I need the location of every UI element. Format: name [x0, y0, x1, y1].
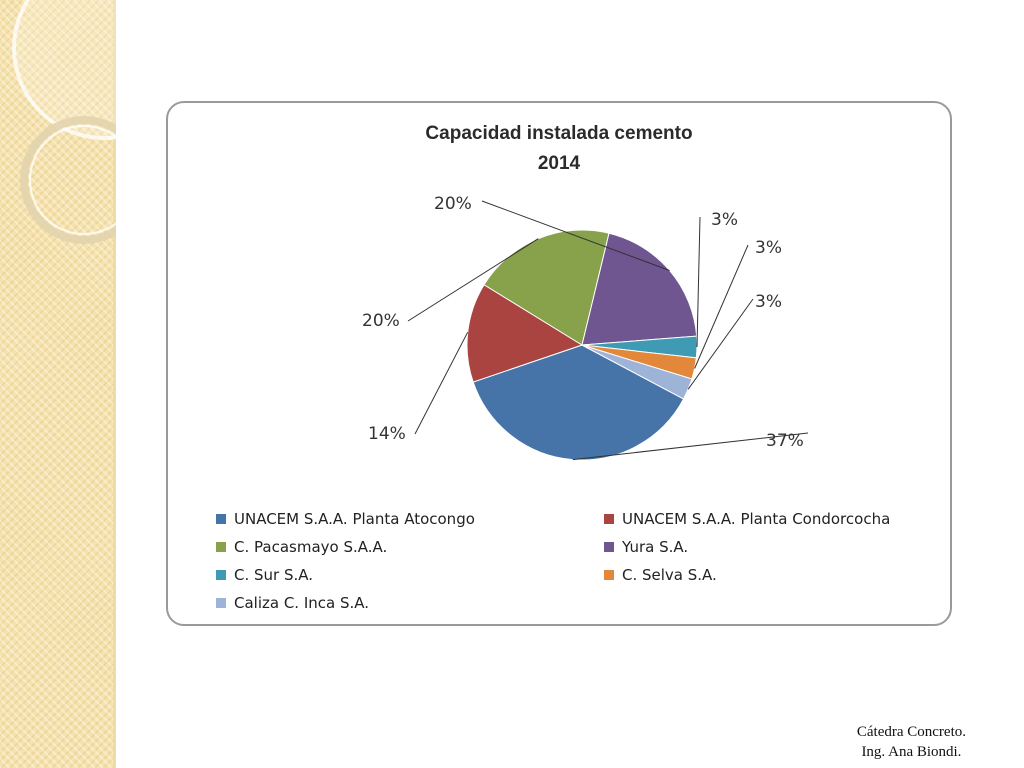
- legend-swatch: [216, 598, 226, 608]
- legend-label: C. Selva S.A.: [622, 566, 717, 584]
- slide-footer: Cátedra Concreto. Ing. Ana Biondi.: [857, 722, 966, 762]
- legend-item-c-pacasmayo-s-a-a: C. Pacasmayo S.A.A.: [216, 536, 604, 558]
- leader-line-c-selva-s-a: [694, 244, 749, 369]
- leader-line-unacem-s-a-a-planta-atocongo: [572, 432, 809, 461]
- leader-line-caliza-c-inca-s-a: [687, 298, 754, 390]
- chart-legend: UNACEM S.A.A. Planta Atocongo UNACEM S.A.…: [216, 508, 936, 614]
- footer-course: Cátedra Concreto.: [856, 724, 966, 740]
- chart-frame: Capacidad instalada cemento 2014 37% 14% 2…: [166, 101, 952, 626]
- pie-slice-caliza-c-inca-s-a: [581, 344, 693, 400]
- chart-title: Capacidad instalada cemento 2014: [168, 119, 950, 179]
- data-label-yura-s-a: 20%: [434, 194, 472, 214]
- data-label-unacem-s-a-a-planta-atocongo: 37%: [766, 431, 804, 451]
- legend-swatch: [216, 570, 226, 580]
- pie-slice-unacem-s-a-a-planta-condorcocha: [466, 284, 584, 383]
- legend-swatch: [604, 542, 614, 552]
- decorative-side-band: [0, 0, 116, 768]
- data-label-c-sur-s-a: 3%: [711, 210, 738, 230]
- data-label-unacem-s-a-a-planta-condorcocha: 14%: [368, 424, 406, 444]
- decorative-circles: [12, 0, 116, 244]
- chart-title-line-1: Capacidad instalada cemento: [425, 123, 693, 144]
- chart-title-line-2: 2014: [537, 153, 581, 174]
- legend-label: Caliza C. Inca S.A.: [234, 594, 370, 612]
- legend-item-unacem-s-a-a-planta-atocongo: UNACEM S.A.A. Planta Atocongo: [216, 508, 604, 530]
- leader-line-c-pacasmayo-s-a-a: [407, 238, 539, 322]
- legend-label: UNACEM S.A.A. Planta Condorcocha: [622, 510, 891, 528]
- leader-line-c-sur-s-a: [696, 216, 701, 348]
- legend-swatch: [216, 542, 226, 552]
- data-label-c-pacasmayo-s-a-a: 20%: [362, 311, 400, 331]
- legend-item-c-sur-s-a: C. Sur S.A.: [216, 564, 604, 586]
- legend-item-c-selva-s-a: C. Selva S.A.: [604, 564, 924, 586]
- data-label-c-selva-s-a: 3%: [755, 238, 782, 258]
- leader-line-yura-s-a: [481, 200, 670, 271]
- legend-label: UNACEM S.A.A. Planta Atocongo: [234, 510, 475, 528]
- footer-author: Ing. Ana Biondi.: [861, 744, 962, 760]
- legend-item-unacem-s-a-a-planta-condorcocha: UNACEM S.A.A. Planta Condorcocha: [604, 508, 924, 530]
- legend-label: C. Pacasmayo S.A.A.: [234, 538, 388, 556]
- legend-swatch: [216, 514, 226, 524]
- legend-item-caliza-c-inca-s-a: Caliza C. Inca S.A.: [216, 592, 604, 614]
- data-label-caliza-c-inca-s-a: 3%: [755, 292, 782, 312]
- legend-label: Yura S.A.: [622, 538, 689, 556]
- legend-item-yura-s-a: Yura S.A.: [604, 536, 924, 558]
- legend-label: C. Sur S.A.: [234, 566, 314, 584]
- pie-slice-unacem-s-a-a-planta-atocongo: [472, 344, 685, 461]
- pie-chart: 37% 14% 20% 20% 3% 3% 3%: [362, 194, 809, 461]
- leader-line-unacem-s-a-a-planta-condorcocha: [414, 331, 469, 435]
- legend-swatch: [604, 570, 614, 580]
- legend-swatch: [604, 514, 614, 524]
